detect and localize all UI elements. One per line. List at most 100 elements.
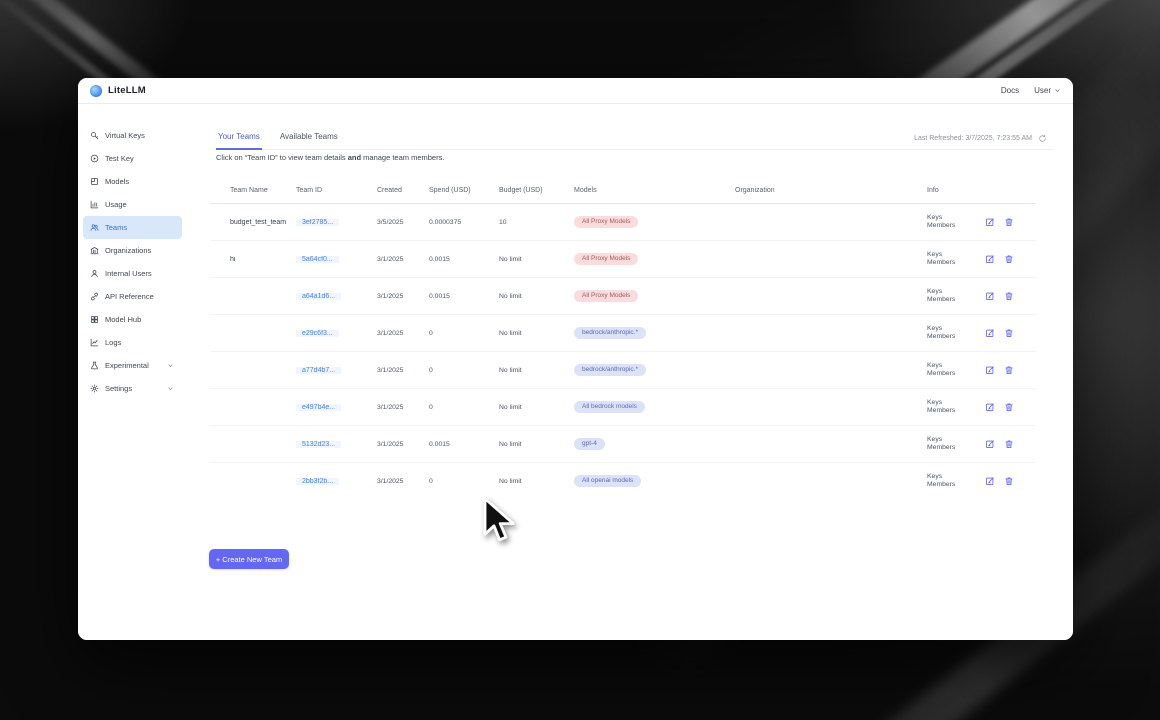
spend-cell: 0.0000375 [429, 218, 462, 226]
team-name-cell: hi [230, 255, 236, 263]
refresh-icon[interactable] [1038, 134, 1047, 143]
sidebar-item-models[interactable]: Models [83, 170, 182, 193]
edit-team-icon[interactable] [985, 328, 995, 338]
chevron-down-icon [167, 362, 174, 369]
column-header: Spend (USD) [429, 187, 471, 194]
model-badge: All Proxy Models [574, 216, 639, 228]
team-icon [90, 223, 99, 232]
sidebar-item-experimental[interactable]: Experimental [83, 354, 182, 377]
sidebar-item-label: Models [105, 177, 130, 186]
budget-cell: No limit [499, 440, 522, 448]
brand-name: LiteLLM [108, 85, 146, 96]
user-menu-label: User [1034, 86, 1051, 95]
created-cell: 3/1/2025 [377, 292, 404, 300]
team-id-link[interactable]: e497b4e... [296, 403, 342, 411]
delete-team-icon[interactable] [1004, 476, 1014, 486]
actions-cell [985, 254, 1036, 264]
team-id-cell: 3ef2785... [296, 218, 377, 226]
budget-cell: No limit [499, 477, 522, 485]
teams-table-body: budget_test_team 3ef2785... 3/5/2025 0.0000… [210, 204, 1036, 490]
models-cell: All openai models [574, 475, 735, 487]
created-cell: 3/1/2025 [377, 329, 404, 337]
delete-team-icon[interactable] [1004, 328, 1014, 338]
created-cell: 3/1/2025 [377, 255, 404, 263]
team-id-link[interactable]: e29c6f3... [296, 329, 339, 337]
last-refreshed-text: Last Refreshed: 3/7/2025, 7:23:55 AM [914, 135, 1032, 142]
team-id-link[interactable]: 5132d23... [296, 440, 342, 448]
sidebar-nav: Virtual Keys Test Key Models Usage Teams Orga… [78, 124, 208, 400]
edit-team-icon[interactable] [985, 217, 995, 227]
budget-cell: No limit [499, 292, 522, 300]
sidebar-item-model-hub[interactable]: Model Hub [83, 308, 182, 331]
budget-cell: 10 [499, 218, 507, 226]
delete-team-icon[interactable] [1004, 254, 1014, 264]
bar-chart-icon [90, 200, 99, 209]
team-name-cell: budget_test_team [230, 218, 287, 226]
model-badge: All Proxy Models [574, 290, 639, 302]
sidebar-item-api-reference[interactable]: API Reference [83, 285, 182, 308]
sidebar-item-virtual-keys[interactable]: Virtual Keys [83, 124, 182, 147]
sidebar-item-logs[interactable]: Logs [83, 331, 182, 354]
api-icon [90, 292, 99, 301]
created-cell: 3/1/2025 [377, 477, 404, 485]
sidebar-item-label: Settings [105, 384, 133, 393]
edit-team-icon[interactable] [985, 402, 995, 412]
table-row: hi 5a64cf0... 3/1/2025 0.0015 No limit All Pr… [210, 241, 1036, 278]
edit-team-icon[interactable] [985, 476, 995, 486]
team-id-link[interactable]: 5a64cf0... [296, 255, 339, 263]
team-id-link[interactable]: 3ef2785... [296, 218, 340, 226]
sidebar-item-test-key[interactable]: Test Key [83, 147, 182, 170]
delete-team-icon[interactable] [1004, 217, 1014, 227]
delete-team-icon[interactable] [1004, 365, 1014, 375]
spend-cell: 0.0015 [429, 440, 450, 448]
models-cell: All Proxy Models [574, 290, 735, 302]
actions-cell [985, 402, 1036, 412]
delete-team-icon[interactable] [1004, 439, 1014, 449]
tab-available-teams[interactable]: Available Teams [279, 132, 338, 141]
delete-team-icon[interactable] [1004, 402, 1014, 412]
sidebar-item-teams[interactable]: Teams [83, 216, 182, 239]
column-header: Organization [735, 187, 775, 194]
spend-cell: 0 [429, 403, 433, 411]
column-header: Team Name [230, 187, 268, 194]
table-row: a77d4b7... 3/1/2025 0 No limit bedrock/anthr… [210, 352, 1036, 389]
teams-table: Team Name Team ID Created Spend (USD) Budget… [210, 178, 1036, 490]
column-header: Budget (USD) [499, 187, 543, 194]
test-key-icon [90, 154, 99, 163]
tab-your-teams[interactable]: Your Teams [216, 130, 262, 150]
table-row: 5132d23... 3/1/2025 0.0015 No limit gpt-4 Key… [210, 426, 1036, 463]
edit-team-icon[interactable] [985, 439, 995, 449]
teams-table-header: Team Name Team ID Created Spend (USD) Budget… [210, 178, 1036, 204]
model-badge: All Proxy Models [574, 253, 639, 265]
info-cell: Keys Members [927, 250, 956, 267]
user-menu[interactable]: User [1034, 86, 1061, 95]
sidebar-item-usage[interactable]: Usage [83, 193, 182, 216]
sidebar-item-settings[interactable]: Settings [83, 377, 182, 400]
edit-team-icon[interactable] [985, 254, 995, 264]
model-badge: bedrock/anthropic.* [574, 327, 647, 339]
team-id-link[interactable]: a64a1d6... [296, 292, 342, 300]
delete-team-icon[interactable] [1004, 291, 1014, 301]
edit-team-icon[interactable] [985, 291, 995, 301]
spend-cell: 0 [429, 477, 433, 485]
models-cell: bedrock/anthropic.* [574, 364, 735, 376]
team-id-link[interactable]: a77d4b7... [296, 366, 342, 374]
edit-team-icon[interactable] [985, 365, 995, 375]
team-id-cell: 5a64cf0... [296, 255, 377, 263]
team-id-link[interactable]: 2bb3f2b... [296, 477, 340, 485]
sidebar-item-internal-users[interactable]: Internal Users [83, 262, 182, 285]
docs-link[interactable]: Docs [1000, 86, 1020, 95]
gear-icon [90, 384, 99, 393]
info-cell: Keys Members [927, 213, 956, 230]
team-id-cell: a77d4b7... [296, 366, 377, 374]
key-icon [90, 131, 99, 140]
tab-list: Your Teams Available Teams [216, 130, 1053, 150]
created-cell: 3/1/2025 [377, 403, 404, 411]
spend-cell: 0.0015 [429, 255, 450, 263]
last-refreshed: Last Refreshed: 3/7/2025, 7:23:55 AM [914, 134, 1047, 143]
create-new-team-button[interactable]: + Create New Team [209, 549, 289, 569]
team-id-cell: e497b4e... [296, 403, 377, 411]
sidebar-item-label: Virtual Keys [105, 131, 145, 140]
actions-cell [985, 291, 1036, 301]
sidebar-item-organizations[interactable]: Organizations [83, 239, 182, 262]
